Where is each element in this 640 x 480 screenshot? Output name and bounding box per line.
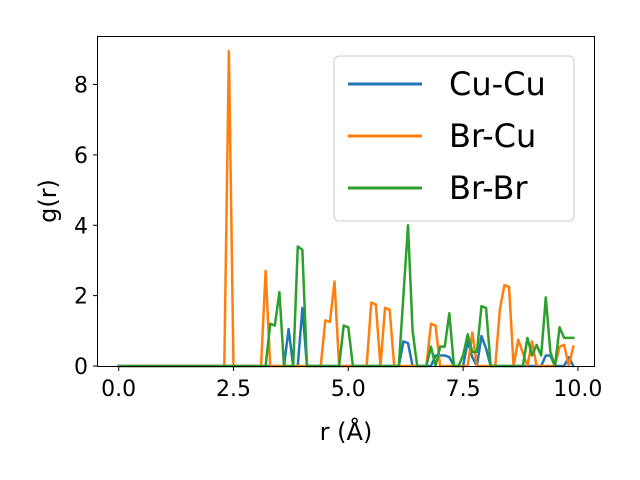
legend-label: Br-Br [449, 169, 528, 207]
x-axis-label: r (Å) [320, 417, 373, 446]
series-line-cu-cu [117, 306, 576, 368]
y-axis-label: g(r) [34, 179, 62, 223]
x-tick-label: 0.0 [101, 377, 136, 402]
x-tick-label: 5.0 [331, 377, 366, 402]
y-tick-label: 8 [74, 74, 88, 99]
y-tick-label: 2 [74, 285, 88, 310]
x-tick-label: 7.5 [446, 377, 481, 402]
legend-box [333, 55, 575, 222]
series-line-br-br [117, 224, 575, 368]
legend-label: Br-Cu [449, 117, 536, 155]
x-axis-ticks: 0.0 2.5 5.0 7.5 10.0 [101, 366, 602, 402]
legend-label: Cu-Cu [449, 65, 546, 103]
y-tick-label: 4 [74, 214, 88, 239]
x-tick-label: 2.5 [216, 377, 251, 402]
legend: Cu-Cu Br-Cu Br-Br [333, 55, 575, 222]
y-tick-label: 6 [74, 144, 88, 169]
y-tick-label: 0 [74, 355, 88, 380]
x-tick-label: 10.0 [553, 377, 602, 402]
y-axis-ticks: 0 2 4 6 8 [74, 74, 98, 380]
axes-frame [97, 36, 595, 367]
